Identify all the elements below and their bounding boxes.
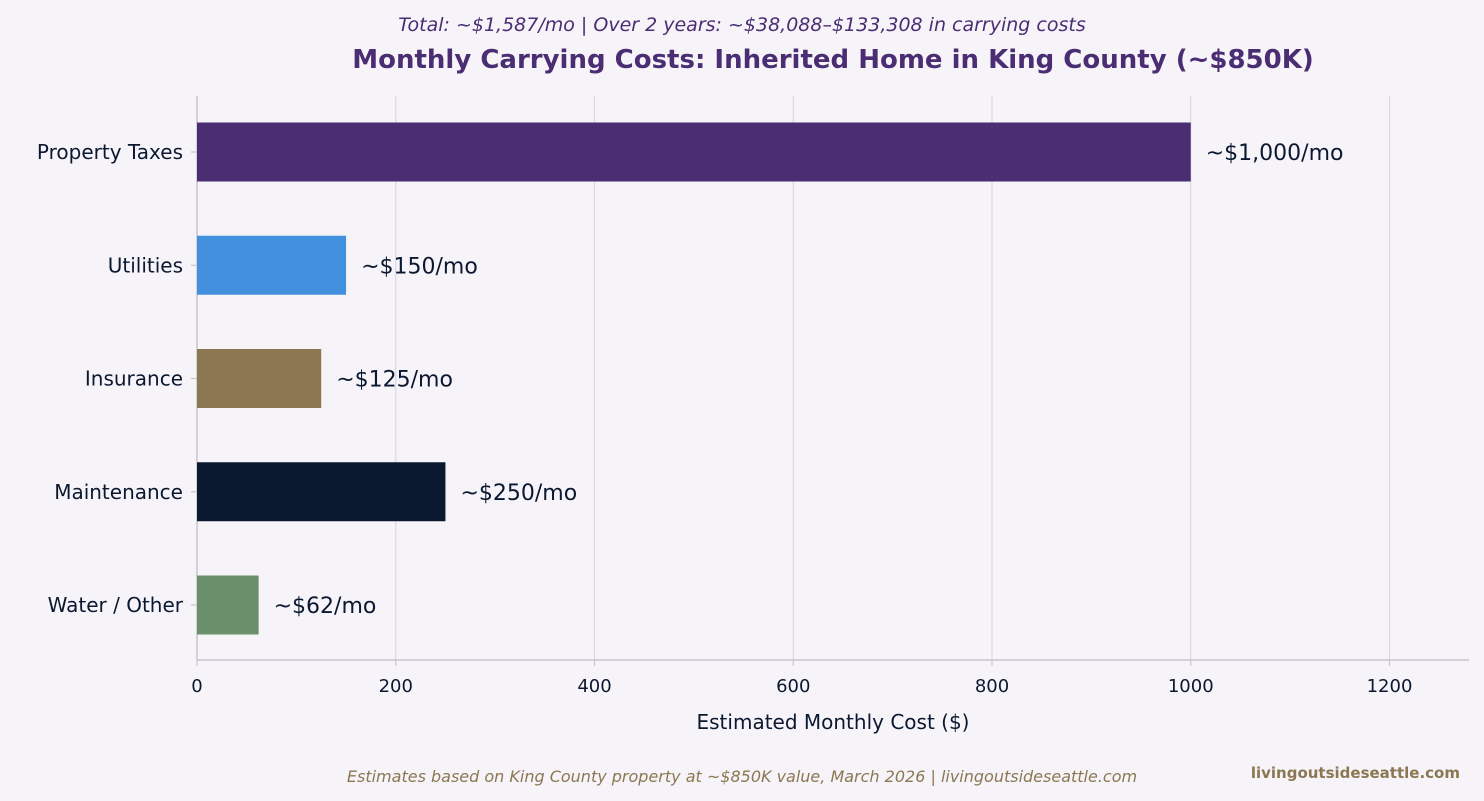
x-tick-label: 0 xyxy=(191,676,202,697)
y-tick-label: Insurance xyxy=(85,367,183,391)
watermark: livingoutsideseattle.com xyxy=(1251,764,1460,782)
x-tick-label: 200 xyxy=(379,676,413,697)
bar xyxy=(197,235,347,295)
x-tick-label: 800 xyxy=(975,676,1009,697)
footnote: Estimates based on King County property … xyxy=(347,767,1137,786)
data-label: ~$62/mo xyxy=(274,594,377,619)
x-tick-labels: 0 200 400 600 800 1000 1200 xyxy=(191,676,1412,697)
bar xyxy=(197,575,259,635)
x-axis-label: Estimated Monthly Cost ($) xyxy=(697,710,970,734)
y-tick-label: Maintenance xyxy=(54,480,183,504)
x-tick-label: 1000 xyxy=(1168,676,1214,697)
data-label: ~$125/mo xyxy=(336,368,453,393)
x-tick-label: 400 xyxy=(577,676,611,697)
data-label: ~$150/mo xyxy=(361,254,478,279)
y-tick-label: Property Taxes xyxy=(37,140,183,164)
x-tick-label: 1200 xyxy=(1367,676,1413,697)
y-tick-label: Water / Other xyxy=(48,593,184,617)
y-tick-labels: Property Taxes Utilities Insurance Maintena… xyxy=(37,140,184,617)
bar xyxy=(197,349,322,408)
bar xyxy=(197,122,1191,182)
bars xyxy=(197,122,1191,635)
chart-title: Monthly Carrying Costs: Inherited Home i… xyxy=(352,45,1314,75)
grid-lines xyxy=(395,96,1391,660)
bar xyxy=(197,462,446,522)
data-label: ~$250/mo xyxy=(460,481,577,506)
y-tick-label: Utilities xyxy=(108,253,183,277)
data-label: ~$1,000/mo xyxy=(1206,141,1344,166)
x-tick-label: 600 xyxy=(776,676,810,697)
chart-subtitle: Total: ~$1,587/mo | Over 2 years: ~$38,0… xyxy=(398,14,1086,36)
data-labels: ~$1,000/mo ~$150/mo ~$125/mo ~$250/mo ~$62/m… xyxy=(274,141,1344,619)
